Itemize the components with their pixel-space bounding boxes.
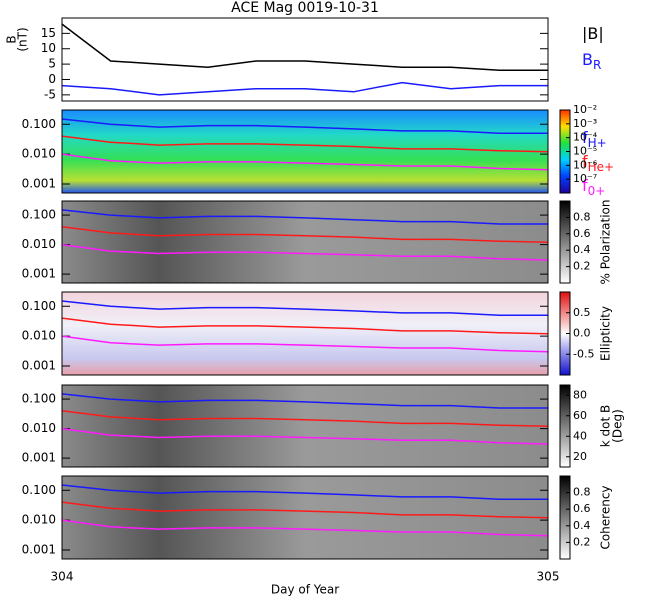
y-tick-label: 0.100	[22, 117, 56, 131]
data-line	[61, 243, 549, 261]
legend-subscript: 0+	[588, 184, 606, 198]
data-line	[61, 153, 549, 171]
colorbar-tick-label: 40	[573, 429, 587, 442]
colorbar-tick-label: 20	[573, 450, 587, 463]
colorbar-tick-label: 0.6	[573, 227, 591, 240]
data-line	[61, 427, 549, 445]
y-tick-label: 0.010	[22, 513, 56, 527]
legend-subscript: H+	[588, 136, 607, 150]
spectrogram-background	[62, 476, 548, 559]
plot-frame	[61, 384, 549, 468]
legend-name: f	[582, 176, 588, 195]
legend-label: BR	[582, 50, 601, 72]
y-tick-label: 0.001	[22, 267, 56, 281]
data-line	[61, 209, 548, 225]
y-tick-label: 0.100	[22, 392, 56, 406]
x-tick-label: 305	[537, 570, 560, 584]
chart-title: ACE Mag 0019-10-31	[231, 0, 379, 16]
y-axis-label: B	[5, 35, 19, 43]
y-axis-label: (nT)	[16, 27, 30, 51]
spectrogram-background	[62, 292, 548, 375]
y-tick-label: 0.010	[22, 329, 56, 343]
y-tick-label: 5	[48, 57, 56, 71]
plot-frame	[61, 109, 549, 194]
colorbar-label: Ellipticity	[599, 306, 613, 361]
data-line	[61, 118, 548, 134]
data-line	[61, 81, 548, 96]
data-line	[61, 393, 548, 409]
y-tick-label: -5	[44, 87, 56, 101]
colorbar-tick-label: 10⁻⁴	[573, 131, 598, 144]
colorbar	[559, 200, 571, 284]
colorbar-tick-label: 10⁻⁷	[573, 172, 597, 185]
colorbar-label: % Polarization	[599, 200, 613, 285]
y-tick-label: 0.001	[22, 177, 56, 191]
data-line	[61, 23, 548, 72]
y-tick-label: 0	[48, 72, 56, 86]
y-tick-label: 0.001	[22, 359, 56, 373]
y-tick-label: 0.010	[22, 147, 56, 161]
legend-subscript: R	[593, 58, 601, 72]
colorbar-tick-label: 60	[573, 409, 587, 422]
colorbar-tick-label: 0.8	[573, 210, 591, 223]
x-axis-label: Day of Year	[271, 583, 339, 597]
y-tick-label: 0.010	[22, 237, 56, 251]
y-tick-label: 0.001	[22, 451, 56, 465]
colorbar-tick-label: 0.8	[573, 486, 591, 499]
data-line	[61, 335, 549, 353]
y-tick-label: 0.100	[22, 208, 56, 222]
colorbar-tick-label: 10⁻⁶	[573, 158, 598, 171]
colorbar-label: k dot B	[599, 405, 613, 447]
spectrogram-background	[62, 110, 548, 193]
plot-frame	[61, 475, 549, 560]
colorbar-tick-label: 0.6	[573, 502, 591, 515]
colorbar-tick-label: -0.5	[573, 347, 594, 360]
data-line	[61, 317, 549, 335]
data-line	[61, 501, 549, 519]
colorbar-tick-label: 10⁻³	[573, 117, 597, 130]
legend-name: |B|	[582, 24, 604, 43]
data-line	[61, 226, 549, 244]
legend-name: B	[582, 50, 593, 69]
data-line	[61, 484, 548, 500]
colorbar-tick-label: 0.0	[573, 327, 591, 340]
legend-subscript: He+	[588, 160, 614, 174]
legend-name: f	[582, 152, 588, 171]
colorbar-tick-label: 0.2	[573, 535, 591, 548]
plot-frame	[61, 200, 549, 284]
legend-label: fHe+	[582, 152, 614, 174]
y-tick-label: 10	[41, 41, 56, 55]
y-tick-label: 0.001	[22, 543, 56, 557]
colorbar-tick-label: 0.5	[573, 306, 591, 319]
colorbar-tick-label: 80	[573, 388, 587, 401]
data-line	[61, 519, 549, 537]
y-tick-label: 15	[41, 26, 56, 40]
legend-label: |B|	[582, 24, 604, 43]
y-tick-label: 0.010	[22, 421, 56, 435]
x-tick-label: 304	[51, 570, 74, 584]
colorbar-tick-label: 10⁻²	[573, 103, 597, 116]
legend-name: f	[582, 128, 588, 147]
colorbar-tick-label: 0.4	[573, 519, 591, 532]
colorbar-label: (Deg)	[611, 409, 625, 443]
colorbar-tick-label: 0.2	[573, 260, 591, 273]
y-tick-label: 0.100	[22, 483, 56, 497]
plot-frame	[61, 291, 549, 376]
colorbar-tick-label: 10⁻⁵	[573, 145, 597, 158]
data-line	[61, 135, 549, 153]
legend-label: f0+	[582, 176, 605, 198]
y-tick-label: 0.100	[22, 299, 56, 313]
spectrogram-background	[62, 385, 548, 467]
colorbar-tick-label: 0.4	[573, 243, 591, 256]
colorbar-label: Coherency	[599, 485, 613, 549]
data-line	[61, 410, 549, 428]
legend-label: fH+	[582, 128, 607, 150]
spectrogram-background	[62, 201, 548, 283]
plot-frame	[61, 17, 549, 102]
colorbar	[559, 475, 571, 560]
data-line	[61, 300, 548, 316]
colorbar	[559, 384, 571, 468]
